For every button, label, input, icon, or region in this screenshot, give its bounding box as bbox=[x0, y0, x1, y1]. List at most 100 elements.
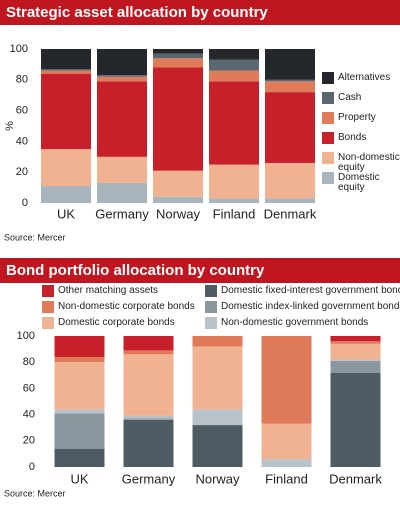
bar-segment bbox=[209, 198, 259, 203]
y-tick-label: 100 bbox=[10, 43, 28, 55]
bar-segment bbox=[330, 336, 381, 342]
legend-label: Bonds bbox=[338, 132, 367, 143]
legend-label: Non-domestic equity bbox=[338, 152, 400, 173]
legend-label: Domestic fixed-interest government bonds bbox=[221, 285, 400, 296]
bar-segment bbox=[209, 164, 259, 199]
x-tick-label: Denmark bbox=[264, 206, 317, 221]
x-tick-label: Norway bbox=[156, 206, 201, 221]
bar-segment bbox=[209, 49, 259, 60]
bar-segment bbox=[123, 354, 174, 416]
legend-swatch bbox=[322, 72, 334, 84]
bar-segment bbox=[41, 69, 91, 71]
bar-segment bbox=[123, 350, 174, 355]
x-tick-label: UK bbox=[57, 206, 75, 221]
bar-segment bbox=[41, 73, 91, 150]
bar-segment bbox=[54, 413, 105, 449]
x-tick-label: Germany bbox=[122, 471, 176, 486]
chart-title: Bond portfolio allocation by country bbox=[6, 262, 265, 279]
bar-segment bbox=[330, 343, 381, 360]
bar-segment bbox=[54, 336, 105, 357]
y-tick-label: 20 bbox=[23, 435, 35, 447]
bar-segment bbox=[123, 418, 174, 420]
bar-segment bbox=[265, 49, 315, 80]
x-tick-label: Finland bbox=[265, 471, 308, 486]
bar-segment bbox=[54, 448, 105, 467]
bar-segment bbox=[192, 425, 243, 467]
legend-label: Domestic equity bbox=[338, 172, 380, 193]
legend-swatch bbox=[322, 92, 334, 104]
y-tick-label: 60 bbox=[16, 105, 28, 117]
bar-segment bbox=[41, 49, 91, 70]
bar-segment bbox=[123, 419, 174, 467]
legend-swatch bbox=[322, 112, 334, 124]
x-tick-label: Finland bbox=[213, 206, 256, 221]
legend-swatch bbox=[42, 317, 54, 329]
legend-label: Domestic corporate bonds bbox=[58, 317, 175, 328]
bar-segment bbox=[123, 415, 174, 419]
bar-segment bbox=[209, 81, 259, 165]
y-tick-label: 0 bbox=[29, 461, 35, 473]
bar-segment bbox=[192, 409, 243, 426]
bar-segment bbox=[265, 92, 315, 163]
bar-segment bbox=[97, 156, 147, 183]
chart-title: Strategic asset allocation by country bbox=[6, 4, 268, 21]
x-tick-label: UK bbox=[70, 471, 88, 486]
bar-segment bbox=[153, 49, 203, 54]
bar-segment bbox=[261, 336, 312, 424]
legend-label: Alternatives bbox=[338, 72, 391, 83]
legend-label: Domestic index-linked government bonds bbox=[221, 301, 400, 312]
bar-segment bbox=[153, 170, 203, 197]
x-tick-label: Denmark bbox=[329, 471, 382, 486]
legend-label: Other matching assets bbox=[58, 285, 159, 296]
bar-segment bbox=[41, 149, 91, 187]
legend-label: Non-domestic corporate bonds bbox=[58, 301, 195, 312]
legend-swatch bbox=[322, 132, 334, 144]
title-banner bbox=[0, 258, 400, 283]
legend-label: Property bbox=[338, 112, 376, 123]
y-tick-label: 20 bbox=[16, 166, 28, 178]
bar-segment bbox=[330, 359, 381, 361]
legend-label: Cash bbox=[338, 92, 362, 103]
bar-segment bbox=[123, 336, 174, 351]
legend-swatch bbox=[322, 152, 334, 164]
legend-swatch bbox=[42, 285, 54, 297]
bar-segment bbox=[97, 182, 147, 203]
legend-swatch bbox=[322, 172, 334, 184]
y-tick-label: 80 bbox=[16, 74, 28, 86]
bar-segment bbox=[265, 79, 315, 82]
x-tick-label: Germany bbox=[95, 206, 149, 221]
bar-segment bbox=[41, 70, 91, 74]
bar-segment bbox=[41, 186, 91, 203]
bar-segment bbox=[265, 81, 315, 93]
bar-segment bbox=[261, 459, 312, 467]
bar-segment bbox=[153, 58, 203, 68]
bar-segment bbox=[97, 81, 147, 157]
y-axis-label: % bbox=[4, 121, 16, 131]
bar-segment bbox=[54, 362, 105, 410]
legend-swatch bbox=[42, 301, 54, 313]
legend-swatch bbox=[205, 301, 217, 313]
bar-segment bbox=[153, 53, 203, 59]
source: Source: Mercer bbox=[4, 488, 66, 498]
bar-segment bbox=[330, 360, 381, 373]
bar-segment bbox=[97, 76, 147, 82]
source: Source: Mercer bbox=[4, 232, 66, 242]
legend-swatch bbox=[205, 285, 217, 297]
bar-segment bbox=[209, 70, 259, 82]
y-tick-label: 40 bbox=[23, 409, 35, 421]
bar-segment bbox=[97, 49, 147, 76]
bar-segment bbox=[54, 409, 105, 414]
bar-segment bbox=[97, 75, 147, 77]
bar-segment bbox=[153, 67, 203, 171]
bar-segment bbox=[261, 423, 312, 460]
bar-segment bbox=[54, 356, 105, 363]
y-tick-label: 60 bbox=[23, 382, 35, 394]
bar-segment bbox=[192, 336, 243, 347]
y-tick-label: 100 bbox=[17, 330, 35, 342]
bar-segment bbox=[192, 346, 243, 410]
bar-segment bbox=[209, 59, 259, 71]
bar-segment bbox=[153, 196, 203, 203]
bar-segment bbox=[265, 198, 315, 203]
